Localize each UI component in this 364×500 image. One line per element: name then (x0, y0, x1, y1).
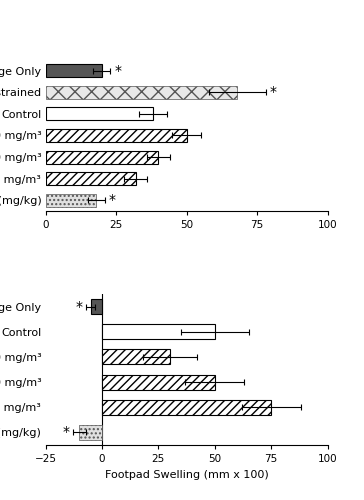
Bar (46, 108, 153, 120)
Text: *: * (76, 300, 83, 314)
Text: *: * (62, 426, 69, 440)
Bar (91, 299, 102, 314)
Bar (46, 194, 96, 206)
Bar (46, 129, 187, 142)
Bar (102, 374, 215, 390)
Bar (102, 400, 271, 415)
Text: *: * (109, 193, 116, 207)
Bar (79, 425, 102, 440)
Bar (46, 64, 102, 78)
Bar (102, 324, 215, 340)
Bar (46, 150, 158, 164)
Bar (46, 86, 237, 99)
Text: *: * (115, 64, 122, 78)
Text: *: * (270, 86, 277, 100)
Bar (102, 350, 170, 364)
Bar (46, 172, 136, 185)
X-axis label: Footpad Swelling (mm x 100): Footpad Swelling (mm x 100) (105, 470, 268, 480)
